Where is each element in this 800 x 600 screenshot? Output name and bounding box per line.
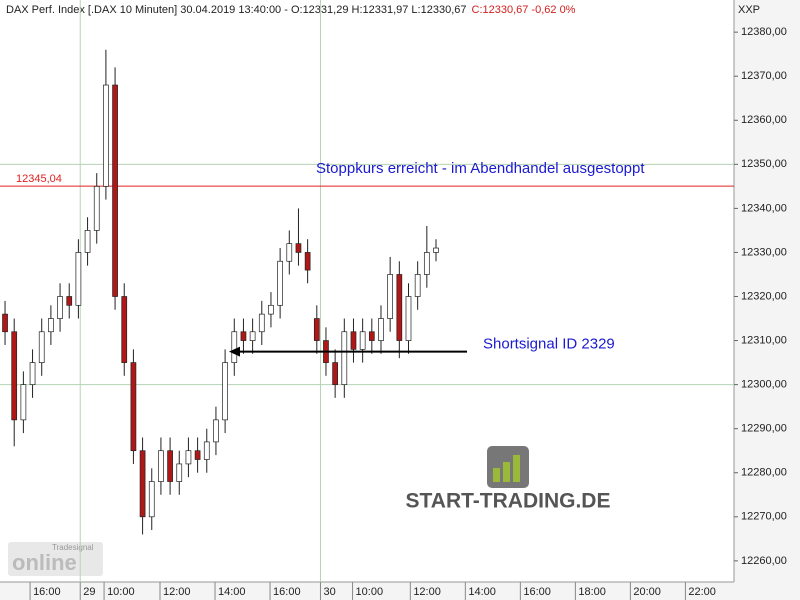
y-tick-label: 12260,00 xyxy=(741,555,787,567)
y-tick-label: 12330,00 xyxy=(741,246,787,258)
x-tick-label: 10:00 xyxy=(356,586,384,598)
candle-body xyxy=(194,450,201,460)
candle-body xyxy=(387,274,394,319)
candle-body xyxy=(295,243,302,253)
candle-body xyxy=(139,450,146,518)
candle-body xyxy=(433,247,439,253)
x-tick-label: 22:00 xyxy=(688,586,716,598)
y-tick-label: 12380,00 xyxy=(741,26,787,38)
candle-body xyxy=(222,362,228,421)
logo-icon-bar xyxy=(503,462,510,482)
x-tick-label: 16:00 xyxy=(273,586,301,598)
y-tick-label: 12280,00 xyxy=(741,467,787,479)
y-tick-label: 12370,00 xyxy=(741,70,787,82)
candle-body xyxy=(240,331,247,341)
candle-body xyxy=(93,186,100,231)
x-axis-area xyxy=(0,582,734,600)
x-tick-label: 10:00 xyxy=(107,586,135,598)
x-tick-label: 30 xyxy=(323,586,335,598)
candle-body xyxy=(249,331,256,341)
candle-body xyxy=(341,331,348,385)
candle-body xyxy=(313,318,320,341)
candle-body xyxy=(112,84,118,297)
header-change: C:12330,67 -0,62 0% xyxy=(472,4,576,16)
candle-body xyxy=(359,331,366,350)
candle-body xyxy=(396,274,403,341)
candle-body xyxy=(268,304,274,315)
y-tick-label: 12340,00 xyxy=(741,202,787,214)
axis-label: XXP xyxy=(738,4,760,16)
candle-body xyxy=(185,450,192,465)
annotation: Stoppkurs erreicht - im Abendhandel ausg… xyxy=(316,160,645,177)
candle-body xyxy=(231,331,238,363)
candle-body xyxy=(20,384,27,421)
candle-body xyxy=(277,260,283,306)
candle-body xyxy=(75,252,82,306)
candle-body xyxy=(29,362,36,385)
y-tick-label: 12350,00 xyxy=(741,158,787,170)
x-tick-label: 18:00 xyxy=(578,586,606,598)
candle-body xyxy=(332,362,338,385)
candle-body xyxy=(203,441,210,460)
x-tick-label: 14:00 xyxy=(218,586,246,598)
candle-body xyxy=(405,296,412,341)
y-tick-label: 12360,00 xyxy=(741,114,787,126)
x-tick-label: 14:00 xyxy=(468,586,496,598)
candle-body xyxy=(11,331,18,421)
candle-body xyxy=(368,331,375,341)
candle-body xyxy=(48,318,54,333)
candle-body xyxy=(103,84,109,187)
y-axis-area xyxy=(734,0,800,600)
logo-text: START-TRADING.DE xyxy=(406,490,611,513)
candle-body xyxy=(2,313,8,333)
x-tick-label: 12:00 xyxy=(163,586,191,598)
candle-body xyxy=(423,252,430,275)
candle-body xyxy=(286,243,293,262)
candle-body xyxy=(121,296,128,363)
logo-icon-bar xyxy=(513,455,520,482)
y-tick-label: 12320,00 xyxy=(741,290,787,302)
y-tick-label: 12270,00 xyxy=(741,511,787,523)
arrow-head xyxy=(229,346,240,357)
x-tick-label: 16:00 xyxy=(33,586,61,598)
y-tick-label: 12290,00 xyxy=(741,423,787,435)
candle-body xyxy=(130,362,137,452)
candle-body xyxy=(258,313,265,333)
x-tick-label: 29 xyxy=(83,586,95,598)
candle-body xyxy=(304,252,311,271)
brand-product: online xyxy=(12,550,77,575)
candle-body xyxy=(167,450,173,482)
brand-box xyxy=(8,542,103,576)
brand-text: Tradesignal xyxy=(52,543,94,552)
candle-body xyxy=(414,274,421,297)
candle-body xyxy=(378,318,384,341)
x-tick-label: 16:00 xyxy=(523,586,551,598)
x-tick-label: 12:00 xyxy=(413,586,441,598)
candle-body xyxy=(158,450,164,482)
logo-icon-bar xyxy=(493,468,500,482)
candle-body xyxy=(38,331,45,363)
candle-body xyxy=(66,296,73,306)
y-tick-label: 12300,00 xyxy=(741,379,787,391)
candle-body xyxy=(148,481,155,518)
level-label: 12345,04 xyxy=(16,173,62,185)
x-tick-label: 20:00 xyxy=(633,586,661,598)
annotation: Shortsignal ID 2329 xyxy=(483,336,615,353)
y-tick-label: 12310,00 xyxy=(741,334,787,346)
candle-body xyxy=(176,463,183,482)
candle-body xyxy=(84,230,91,253)
header-info: DAX Perf. Index [.DAX 10 Minuten] 30.04.… xyxy=(6,4,467,16)
logo: START-TRADING.DE Tradesignal online xyxy=(8,446,610,576)
candle-body xyxy=(57,296,63,319)
candle-body xyxy=(213,419,219,443)
candle-body xyxy=(350,331,357,350)
